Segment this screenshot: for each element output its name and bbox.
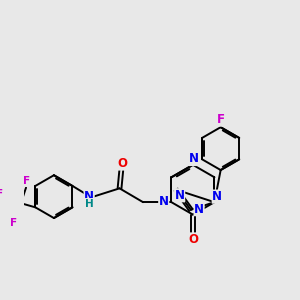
Text: H: H	[85, 199, 94, 208]
Text: N: N	[159, 195, 169, 208]
Text: F: F	[11, 218, 17, 227]
Text: N: N	[212, 190, 222, 203]
Text: O: O	[117, 157, 127, 170]
Text: O: O	[188, 233, 198, 246]
Text: N: N	[175, 189, 184, 202]
Text: N: N	[194, 203, 204, 216]
Text: F: F	[0, 189, 3, 199]
Text: F: F	[218, 113, 225, 126]
Text: N: N	[189, 152, 199, 166]
Text: N: N	[84, 190, 94, 203]
Text: F: F	[23, 176, 30, 186]
